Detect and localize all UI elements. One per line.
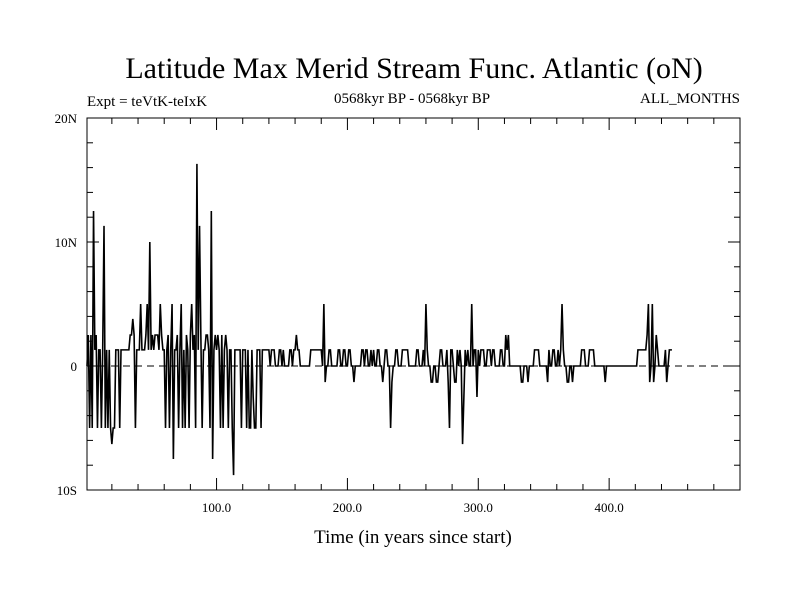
x-tick-label: 400.0 <box>595 500 624 515</box>
months-label: ALL_MONTHS <box>640 91 740 107</box>
y-tick-label: 20N <box>55 111 78 126</box>
y-tick-label: 10S <box>57 483 77 498</box>
x-tick-label: 100.0 <box>202 500 231 515</box>
x-tick-label: 300.0 <box>464 500 493 515</box>
chart-title: Latitude Max Merid Stream Func. Atlantic… <box>125 52 702 85</box>
x-tick-label: 200.0 <box>333 500 362 515</box>
y-tick-label: 0 <box>71 359 78 374</box>
y-tick-labels: 10S 0 10N 20N <box>55 111 78 498</box>
x-axis-label: Time (in years since start) <box>314 527 512 548</box>
plot-frame <box>86 117 741 491</box>
x-tick-labels: 100.0 200.0 300.0 400.0 <box>202 500 624 515</box>
experiment-label: Expt = teVtK-teIxK <box>87 94 207 110</box>
series-line <box>86 163 672 476</box>
axis-ticks <box>87 117 741 491</box>
period-label: 0568kyr BP - 0568kyr BP <box>334 91 490 107</box>
y-tick-label: 10N <box>55 235 78 250</box>
